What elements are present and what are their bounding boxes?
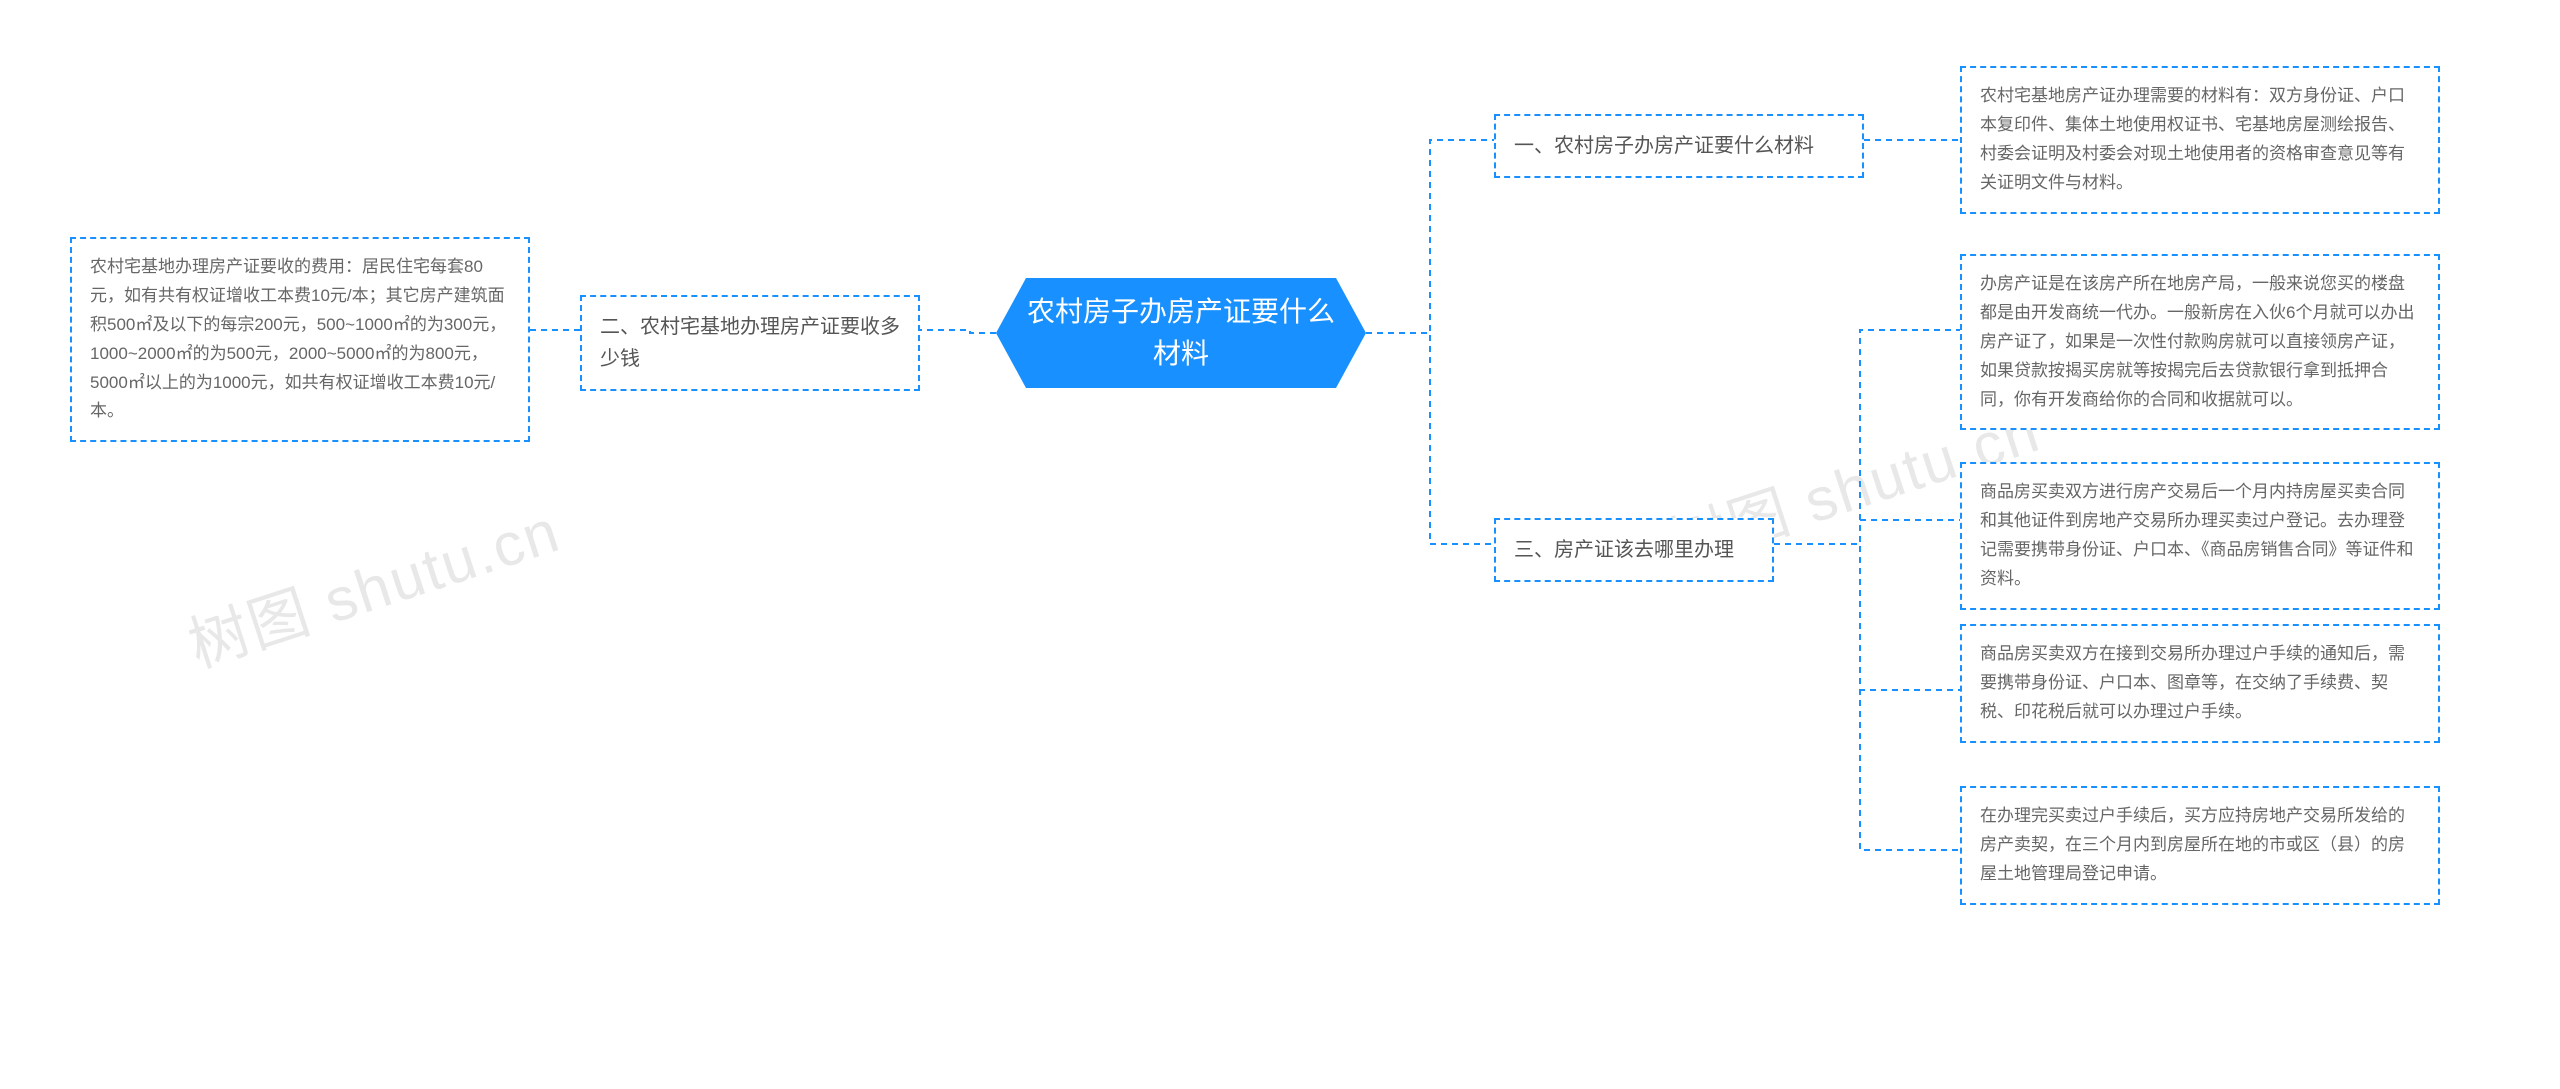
branch-label: 一、农村房子办房产证要什么材料 [1514,135,1814,157]
branch-node-3[interactable]: 三、房产证该去哪里办理 [1494,518,1774,582]
branch-label: 三、房产证该去哪里办理 [1514,539,1734,561]
root-label: 农村房子办房产证要什么材料 [1016,291,1346,375]
branch-node-1[interactable]: 一、农村房子办房产证要什么材料 [1494,114,1864,178]
leaf-text: 农村宅基地办理房产证要收的费用：居民住宅每套80元，如有共有权证增收工本费10元… [90,257,506,420]
branch-node-2[interactable]: 二、农村宅基地办理房产证要收多少钱 [580,295,920,391]
leaf-node-3-1[interactable]: 办房产证是在该房产所在地房产局，一般来说您买的楼盘都是由开发商统一代办。一般新房… [1960,254,2440,430]
root-node[interactable]: 农村房子办房产证要什么材料 [996,278,1366,388]
watermark: 树图 shutu.cn [176,483,570,685]
leaf-text: 商品房买卖双方进行房产交易后一个月内持房屋买卖合同和其他证件到房地产交易所办理买… [1980,482,2414,588]
leaf-node-3-4[interactable]: 在办理完买卖过户手续后，买方应持房地产交易所发给的房产卖契，在三个月内到房屋所在… [1960,786,2440,905]
leaf-node-3-2[interactable]: 商品房买卖双方进行房产交易后一个月内持房屋买卖合同和其他证件到房地产交易所办理买… [1960,462,2440,610]
leaf-text: 商品房买卖双方在接到交易所办理过户手续的通知后，需要携带身份证、户口本、图章等，… [1980,644,2405,721]
branch-label: 二、农村宅基地办理房产证要收多少钱 [600,316,900,370]
leaf-node-1-1[interactable]: 农村宅基地房产证办理需要的材料有：双方身份证、户口本复印件、集体土地使用权证书、… [1960,66,2440,214]
leaf-text: 在办理完买卖过户手续后，买方应持房地产交易所发给的房产卖契，在三个月内到房屋所在… [1980,806,2405,883]
leaf-node-3-3[interactable]: 商品房买卖双方在接到交易所办理过户手续的通知后，需要携带身份证、户口本、图章等，… [1960,624,2440,743]
leaf-node-2-1[interactable]: 农村宅基地办理房产证要收的费用：居民住宅每套80元，如有共有权证增收工本费10元… [70,237,530,442]
leaf-text: 农村宅基地房产证办理需要的材料有：双方身份证、户口本复印件、集体土地使用权证书、… [1980,86,2405,192]
leaf-text: 办房产证是在该房产所在地房产局，一般来说您买的楼盘都是由开发商统一代办。一般新房… [1980,274,2414,409]
